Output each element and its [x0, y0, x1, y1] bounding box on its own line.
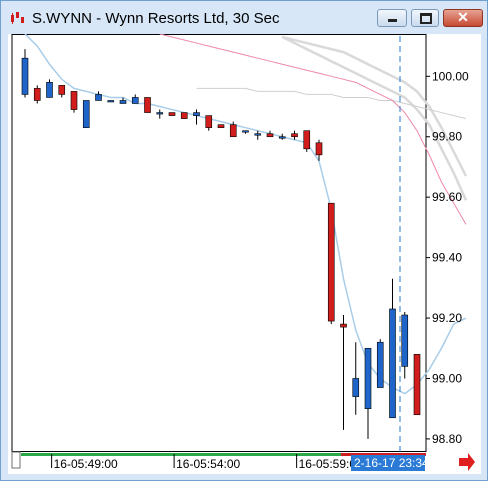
window-title: S.WYNN - Wynn Resorts Ltd, 30 Sec — [32, 10, 280, 27]
candle-body — [119, 100, 127, 104]
candle-body — [82, 100, 90, 128]
candle-body — [376, 341, 384, 388]
candle-body — [205, 115, 213, 128]
candle-body — [352, 378, 360, 397]
candle-body — [193, 112, 200, 116]
candle-body — [303, 130, 311, 150]
ma-mid-line — [159, 34, 467, 225]
y-tick-label: 99.00 — [432, 371, 462, 385]
candle-body — [107, 100, 115, 103]
candle-body — [315, 142, 323, 156]
candle-body — [364, 347, 372, 409]
cursor-time-badge — [351, 455, 425, 471]
candle-body — [131, 97, 139, 104]
candle-body — [278, 136, 286, 139]
y-tick-label: 98.80 — [432, 432, 462, 446]
envelope-lower-line — [281, 35, 468, 201]
candle-body — [46, 82, 53, 98]
candle-body — [340, 323, 347, 328]
candle-body — [156, 112, 164, 115]
candle-body — [70, 91, 78, 110]
candle-body — [33, 88, 41, 101]
arrow-right-icon[interactable] — [459, 453, 475, 471]
y-tick-label: 99.80 — [432, 130, 462, 144]
close-button[interactable]: ✕ — [443, 9, 483, 27]
candle-body — [180, 112, 188, 119]
candle-body — [168, 112, 176, 116]
close-icon: ✕ — [457, 9, 469, 25]
candle-body — [242, 130, 249, 133]
candlestick-app-icon — [11, 12, 24, 24]
minimize-icon — [388, 19, 397, 22]
y-tick-label: 99.40 — [432, 251, 462, 265]
candle-body — [327, 202, 335, 322]
candlestick-chart[interactable]: 100.00 99.80 99.60 99.40 99.20 99.00 98.80 16-… — [8, 34, 481, 474]
y-tick-label: 99.60 — [432, 190, 462, 204]
candle-body — [413, 354, 421, 416]
envelope-upper-line — [281, 35, 468, 177]
cursor-time-label: 2-16-17 23:34:00 — [354, 456, 446, 470]
minimize-button[interactable] — [377, 9, 407, 27]
maximize-button[interactable] — [411, 9, 439, 27]
candle-body — [254, 133, 262, 136]
candle-body — [58, 85, 66, 95]
candle-body — [389, 308, 396, 419]
candle-body — [291, 133, 298, 138]
x-tick-label: 16-05:54:00 — [176, 457, 240, 471]
x-tick-label: 16-05:59:00 — [299, 457, 363, 471]
x-tick-label: 16-05:49:00 — [54, 457, 118, 471]
candle-body — [144, 97, 151, 113]
scroll-thumb[interactable] — [11, 451, 21, 469]
y-tick-label: 99.20 — [432, 311, 462, 325]
ma-slow-line — [196, 87, 467, 120]
maximize-icon — [420, 13, 432, 24]
chart-area[interactable]: 100.00 99.80 99.60 99.40 99.20 99.00 98.80 16-… — [8, 34, 481, 474]
candle-body — [21, 57, 29, 95]
progress-bar-tail — [341, 453, 426, 456]
candle-body — [217, 124, 225, 128]
candle-body — [229, 124, 237, 138]
progress-bar — [21, 453, 341, 456]
y-tick-label: 100.00 — [432, 69, 469, 83]
candle-body — [95, 94, 102, 101]
candle-body — [401, 314, 409, 367]
candle-body — [266, 133, 274, 138]
title-bar[interactable]: S.WYNN - Wynn Resorts Ltd, 30 Sec ✕ — [1, 1, 487, 34]
